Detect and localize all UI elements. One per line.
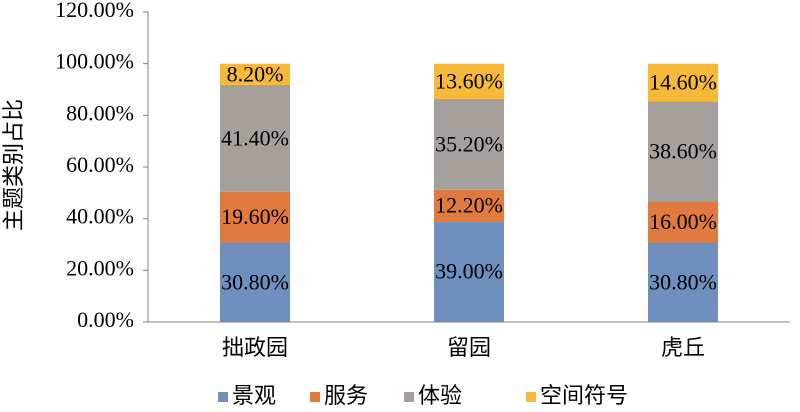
data-label: 12.20% (435, 193, 503, 218)
y-tick-label: 0.00% (77, 307, 134, 332)
data-label: 41.40% (221, 125, 289, 150)
x-tick-label: 留园 (447, 335, 491, 360)
data-label: 14.60% (649, 70, 717, 95)
legend-swatch (218, 392, 228, 402)
bar-segment (648, 101, 718, 202)
data-label: 19.60% (221, 204, 289, 229)
bar-segment (220, 84, 290, 192)
x-tick-label: 虎丘 (661, 335, 705, 360)
bar-segment (434, 98, 504, 190)
y-tick-label: 120.00% (55, 0, 134, 22)
legend-swatch (526, 392, 536, 402)
legend-swatch (310, 392, 320, 402)
bar-segment (220, 191, 290, 243)
x-tick-label: 拙政园 (222, 335, 288, 360)
data-label: 38.60% (649, 138, 717, 163)
y-tick-label: 100.00% (55, 49, 134, 74)
data-label: 35.20% (435, 131, 503, 156)
legend-label: 体验 (418, 383, 462, 408)
bar-segment (648, 242, 718, 322)
bar-segment (220, 63, 290, 85)
y-tick-label: 20.00% (66, 255, 134, 280)
y-axis-label: 主题类别占比 (1, 99, 26, 231)
y-tick-label: 40.00% (66, 204, 134, 229)
y-tick-label: 60.00% (66, 152, 134, 177)
bar-segment (434, 63, 504, 99)
data-label: 16.00% (649, 209, 717, 234)
bar-segment (434, 221, 504, 322)
bar-segment (648, 63, 718, 102)
data-label: 13.60% (435, 68, 503, 93)
data-label: 39.00% (435, 259, 503, 284)
bar-segment (220, 242, 290, 322)
legend-label: 景观 (232, 383, 276, 408)
data-label: 30.80% (221, 269, 289, 294)
legend-label: 服务 (324, 383, 368, 408)
data-label: 30.80% (649, 269, 717, 294)
bar-segment (648, 201, 718, 243)
data-label: 8.20% (227, 61, 284, 86)
legend-swatch (404, 392, 414, 402)
bar-segment (434, 189, 504, 222)
y-tick-label: 80.00% (66, 100, 134, 125)
legend-label: 空间符号 (540, 383, 628, 408)
